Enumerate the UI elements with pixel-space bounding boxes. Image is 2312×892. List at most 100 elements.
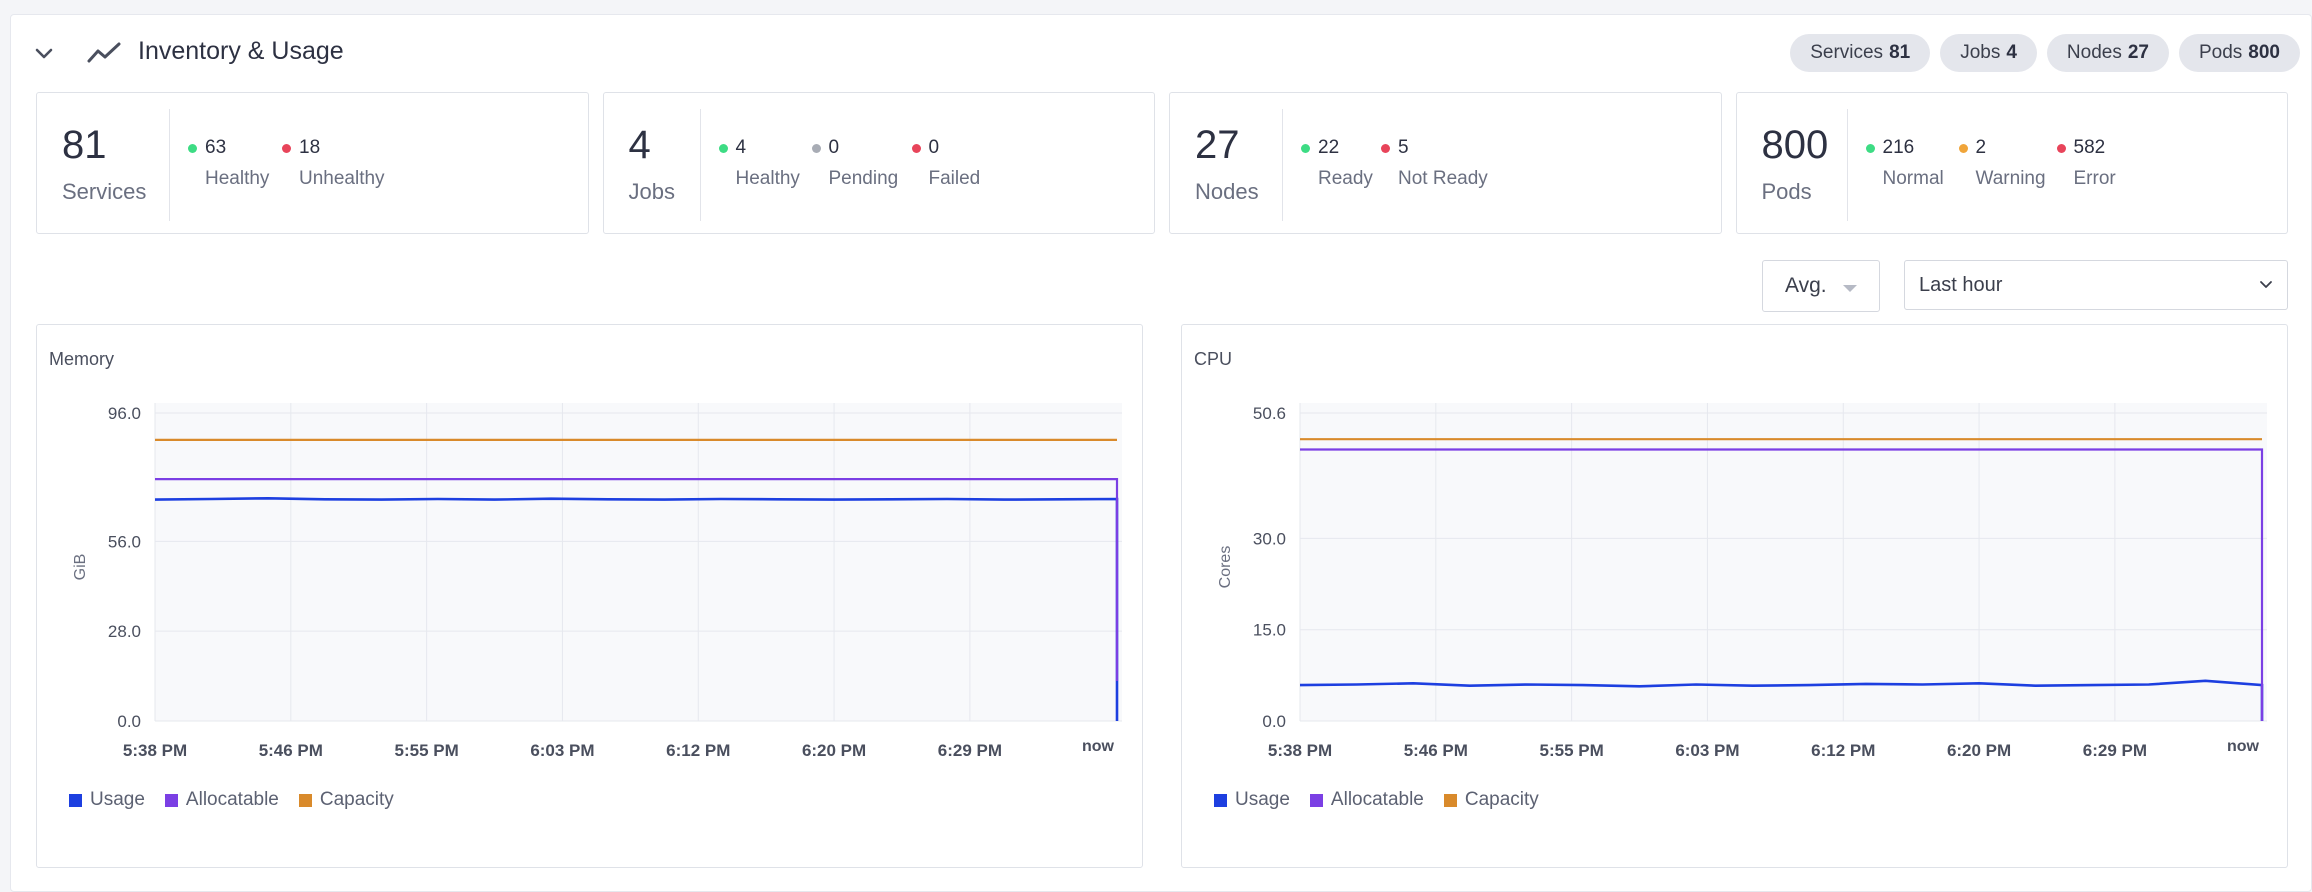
chevron-down-icon[interactable]: [30, 40, 58, 68]
pill-services[interactable]: Services 81: [1790, 34, 1931, 72]
stat-label: Healthy: [205, 168, 270, 189]
pill-count: 27: [2127, 42, 2149, 63]
time-range-select[interactable]: Last hour: [1904, 260, 2288, 310]
pods-card[interactable]: 800 Pods 216 Normal 2 Warning 582 Error: [1735, 92, 2288, 234]
stat-error: 582 Error: [2056, 137, 2116, 190]
legend-label: Capacity: [319, 789, 394, 810]
stat-value: 18: [299, 137, 321, 158]
x-tick-label: 5:55 PM: [395, 741, 459, 760]
legend-swatch: [1443, 793, 1457, 807]
series-allocatable-line: [1300, 448, 2264, 721]
pill-label: Services: [1810, 42, 1884, 63]
jobs-card[interactable]: 4 Jobs 4 Healthy 0 Pending 0 Failed: [602, 92, 1155, 234]
time-range-value: Last hour: [1919, 273, 2003, 296]
pill-label: Pods: [2198, 42, 2243, 63]
stat-label: Not Ready: [1398, 168, 1488, 189]
stat-label: Normal: [1882, 168, 1944, 189]
pill-label: Jobs: [1960, 42, 2001, 63]
legend-swatch: [298, 793, 312, 807]
status-dot: [1301, 143, 1310, 153]
card-divider: [169, 109, 170, 221]
series-allocatable-line: [155, 478, 1119, 681]
pill-count: 81: [1889, 42, 1911, 63]
legend-capacity[interactable]: Capacity: [298, 789, 394, 811]
pill-nodes[interactable]: Nodes 27: [2046, 34, 2169, 72]
x-tick-label: 6:29 PM: [938, 741, 1002, 760]
card-divider: [1846, 109, 1848, 221]
stat-value: 4: [735, 137, 747, 158]
series-usage-line: [1299, 679, 2264, 721]
cpu-chart: CPU 5:38 PM 5:46 PM 5:55 PM 6:03 PM 6:12 PM 6…: [1181, 324, 2288, 868]
plot-area: [155, 403, 1122, 721]
stat-label: Failed: [928, 168, 981, 189]
x-tick-label: now: [2227, 738, 2260, 755]
x-tick-label: 6:03 PM: [530, 741, 594, 760]
legend-usage[interactable]: Usage: [1214, 789, 1290, 811]
card-divider: [699, 109, 701, 221]
y-tick-label: 0.0: [117, 712, 141, 731]
stat-label: Unhealthy: [299, 168, 385, 189]
stat-not-ready: 5 Not Ready: [1381, 137, 1488, 190]
legend-usage[interactable]: Usage: [69, 789, 145, 811]
services-card[interactable]: 81 Services 63 Healthy 18 Unhealthy: [36, 92, 589, 234]
status-dot: [1865, 143, 1875, 153]
stat-failed: 0 Failed: [911, 137, 981, 190]
stat-label: Ready: [1318, 168, 1373, 189]
x-tick-label: 6:20 PM: [802, 741, 866, 760]
legend-label: Allocatable: [1330, 789, 1424, 810]
card-total: 4: [628, 123, 651, 167]
pill-count: 4: [2006, 42, 2017, 63]
x-tick-label: 6:12 PM: [1811, 741, 1875, 760]
pill-pods[interactable]: Pods 800: [2178, 34, 2300, 72]
stat-unhealthy: 18 Unhealthy: [282, 137, 385, 190]
cpu-plot: 5:38 PM 5:46 PM 5:55 PM 6:03 PM 6:12 PM 6:20 …: [1217, 403, 2267, 760]
stat-warning: 2 Warning: [1958, 137, 2046, 190]
series-usage-line: [154, 496, 1119, 721]
nodes-card[interactable]: 27 Nodes 22 Ready 5 Not Ready: [1169, 92, 1722, 234]
stat-healthy: 4 Healthy: [718, 137, 800, 190]
status-dot: [811, 143, 821, 153]
section-header: Inventory & Usage Services 81 Jobs 4 Nodes…: [30, 30, 2300, 76]
plot-area: [1300, 403, 2267, 721]
y-tick-label: 96.0: [108, 404, 141, 423]
card-total: 800: [1761, 123, 1829, 167]
chart-title: CPU: [1194, 349, 1233, 369]
stat-value: 0: [828, 137, 840, 158]
legend-allocatable[interactable]: Allocatable: [164, 789, 279, 811]
aggregation-select[interactable]: Avg.: [1762, 260, 1880, 312]
legend-swatch: [1309, 793, 1323, 807]
legend-allocatable[interactable]: Allocatable: [1309, 789, 1424, 811]
legend-capacity[interactable]: Capacity: [1443, 789, 1539, 811]
stat-label: Error: [2073, 168, 2116, 189]
status-dot: [718, 143, 728, 153]
status-dot: [188, 143, 197, 153]
legend-swatch: [69, 793, 82, 807]
legend-label: Allocatable: [185, 789, 279, 810]
legend-swatch: [164, 793, 178, 807]
status-dot: [911, 143, 921, 153]
stat-ready: 22 Ready: [1301, 137, 1373, 190]
stat-normal: 216 Normal: [1865, 137, 1944, 190]
stat-label: Warning: [1975, 168, 2046, 189]
x-tick-label: 6:03 PM: [1675, 741, 1739, 760]
legend-label: Capacity: [1464, 789, 1539, 810]
y-tick-label: 0.0: [1262, 712, 1286, 731]
memory-plot: 5:38 PM 5:46 PM 5:55 PM 6:03 PM 6:12 PM 6:20 …: [72, 403, 1122, 760]
y-tick-label: 15.0: [1253, 621, 1286, 640]
stat-value: 582: [2073, 137, 2106, 158]
pill-label: Nodes: [2066, 42, 2122, 63]
x-tick-label: 5:55 PM: [1540, 741, 1604, 760]
stat-label: Pending: [828, 168, 899, 189]
status-dot: [1958, 143, 1968, 153]
stat-value: 63: [205, 137, 227, 158]
card-total: 27: [1195, 123, 1240, 167]
x-tick-label: 6:12 PM: [666, 741, 730, 760]
y-tick-label: 56.0: [108, 532, 141, 551]
stat-pending: 0 Pending: [811, 137, 899, 190]
x-tick-label: 5:38 PM: [123, 741, 187, 760]
pill-jobs[interactable]: Jobs 4: [1940, 34, 2037, 72]
y-tick-label: 28.0: [108, 622, 141, 641]
summary-pills: Services 81 Jobs 4 Nodes 27 Pods 800: [1790, 34, 2300, 72]
card-label: Pods: [1761, 179, 1812, 204]
status-dot: [2056, 143, 2066, 153]
